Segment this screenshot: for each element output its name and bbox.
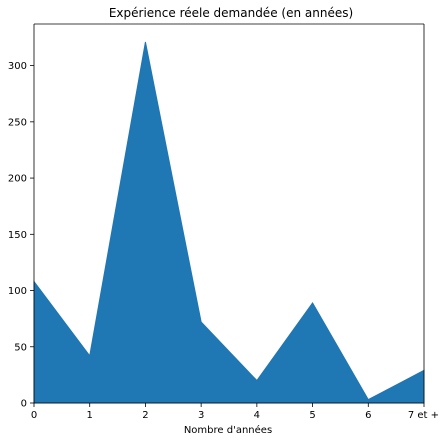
x-tick-label: 6 (365, 410, 371, 421)
x-tick-label: 5 (309, 410, 315, 421)
y-tick-label: 300 (8, 61, 27, 72)
x-tick-label: 3 (198, 410, 204, 421)
y-tick-label: 0 (21, 399, 27, 410)
x-tick-label: 7 et + (408, 410, 439, 421)
y-tick-label: 150 (8, 230, 27, 241)
x-axis-label: Nombre d'années (184, 424, 272, 436)
y-axis-ticks: 0 50 100 150 200 250 300 (8, 61, 34, 410)
axes (33, 23, 425, 404)
y-tick-label: 250 (8, 117, 27, 128)
x-tick-label: 2 (142, 410, 148, 421)
y-tick-label: 200 (8, 174, 27, 185)
area-series (33, 41, 425, 404)
x-axis-ticks: 0 1 2 3 4 5 6 7 et + (31, 403, 439, 421)
y-tick-label: 100 (8, 286, 27, 297)
x-tick-label: 4 (254, 410, 260, 421)
x-tick-label: 0 (31, 410, 37, 421)
x-tick-label: 1 (87, 410, 93, 421)
area-layer (33, 41, 425, 404)
chart-title: Expérience réele demandée (en années) (109, 6, 353, 20)
y-tick-label: 50 (14, 342, 27, 353)
